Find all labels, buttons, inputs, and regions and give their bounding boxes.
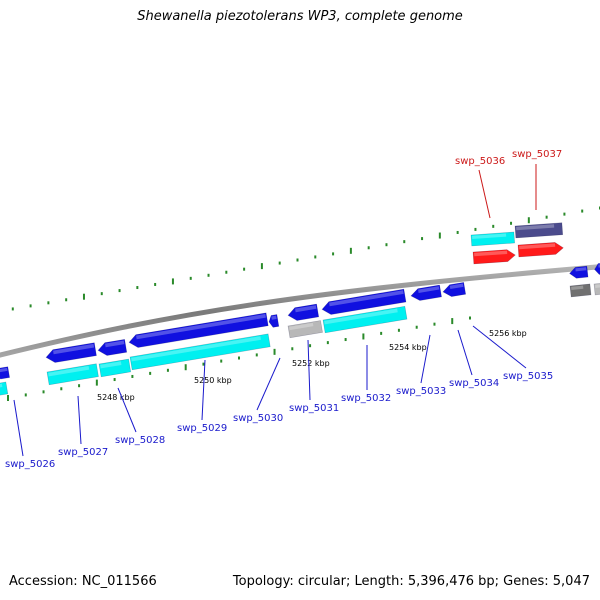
scale-labels: 5248 kbp 5250 kbp 5252 kbp 5254 kbp 5256 kbp [97, 329, 527, 402]
gene-label-swp_5035[interactable]: swp_5035 [472, 325, 553, 382]
gene-arrow[interactable] [410, 284, 442, 302]
gene-arrow[interactable] [569, 283, 592, 298]
scale-label: 5252 kbp [292, 359, 330, 368]
gene-arrow[interactable] [129, 333, 271, 371]
gene-label-text[interactable]: swp_5036 [455, 156, 505, 167]
gene-label-text[interactable]: swp_5029 [177, 423, 227, 434]
gene-arrow[interactable] [472, 249, 516, 265]
gene-label-swp_5026[interactable]: swp_5026 [5, 399, 55, 470]
leader-line [307, 339, 311, 401]
gene-arrow[interactable] [287, 303, 320, 322]
gene-arrow[interactable] [569, 265, 589, 279]
gene-arrow[interactable] [268, 314, 280, 328]
gene-label-text[interactable]: swp_5035 [503, 371, 553, 382]
gene-arrow[interactable] [594, 262, 600, 275]
gene-arrow[interactable] [97, 339, 128, 356]
scale-label: 5256 kbp [489, 329, 527, 338]
gene-label-swp_5027[interactable]: swp_5027 [58, 395, 108, 458]
gene-label-text[interactable]: swp_5033 [396, 386, 446, 397]
genome-backbone [0, 264, 600, 358]
leader-line [472, 325, 527, 369]
leader-line [478, 169, 491, 219]
gene-arrow[interactable] [98, 358, 132, 378]
gene-label-text[interactable]: swp_5026 [5, 459, 55, 470]
gene-arrow[interactable] [517, 242, 564, 258]
gene-arrow[interactable] [322, 305, 408, 334]
gene-label-swp_5030[interactable]: swp_5030 [233, 357, 283, 424]
scale-label: 5250 kbp [194, 376, 232, 385]
gene-label-swp_5028[interactable]: swp_5028 [115, 387, 165, 446]
leader-line [256, 357, 281, 411]
leader-line [77, 395, 82, 445]
gene-label-swp_5031[interactable]: swp_5031 [289, 339, 339, 414]
topology-text: Topology: circular; Length: 5,396,476 bp… [232, 574, 590, 589]
gene-label-swp_5037[interactable]: swp_5037 [512, 149, 562, 210]
genome-title: Shewanella piezotolerans WP3, complete g… [137, 9, 463, 24]
gene-label-swp_5032[interactable]: swp_5032 [341, 345, 391, 404]
leader-line [117, 387, 137, 433]
gene-arrow[interactable] [514, 222, 564, 239]
gene-label-text[interactable]: swp_5034 [449, 378, 499, 389]
scale-label: 5254 kbp [389, 343, 427, 352]
gene-arrow[interactable] [45, 342, 97, 364]
gene-label-text[interactable]: swp_5037 [512, 149, 562, 160]
gene-label-text[interactable]: swp_5031 [289, 403, 339, 414]
gene-label-swp_5029[interactable]: swp_5029 [177, 359, 227, 434]
gene-label-swp_5034[interactable]: swp_5034 [449, 329, 499, 389]
gene-arrow[interactable] [470, 231, 515, 247]
gene-label-text[interactable]: swp_5028 [115, 435, 165, 446]
gene-arrow[interactable] [128, 312, 269, 349]
gene-features[interactable] [0, 222, 600, 397]
leader-line [201, 359, 206, 421]
gene-arrow[interactable] [593, 282, 600, 296]
gene-label-text[interactable]: swp_5032 [341, 393, 391, 404]
gene-label-text[interactable]: swp_5030 [233, 413, 283, 424]
gene-label-swp_5036[interactable]: swp_5036 [455, 156, 505, 219]
gene-arrow[interactable] [0, 381, 9, 397]
gene-arrow[interactable] [46, 363, 99, 386]
accession-text: Accession: NC_011566 [9, 574, 157, 589]
gene-arrow[interactable] [0, 366, 10, 380]
leader-line [420, 334, 431, 384]
leader-line [13, 399, 24, 457]
gene-arrow[interactable] [287, 320, 323, 339]
gene-label-swp_5033[interactable]: swp_5033 [396, 334, 446, 397]
gene-label-text[interactable]: swp_5027 [58, 447, 108, 458]
leader-line [457, 329, 473, 376]
gene-arrow[interactable] [321, 288, 407, 316]
scale-label: 5248 kbp [97, 393, 135, 402]
gene-arrow[interactable] [442, 282, 467, 297]
tick-marks [7, 206, 600, 401]
